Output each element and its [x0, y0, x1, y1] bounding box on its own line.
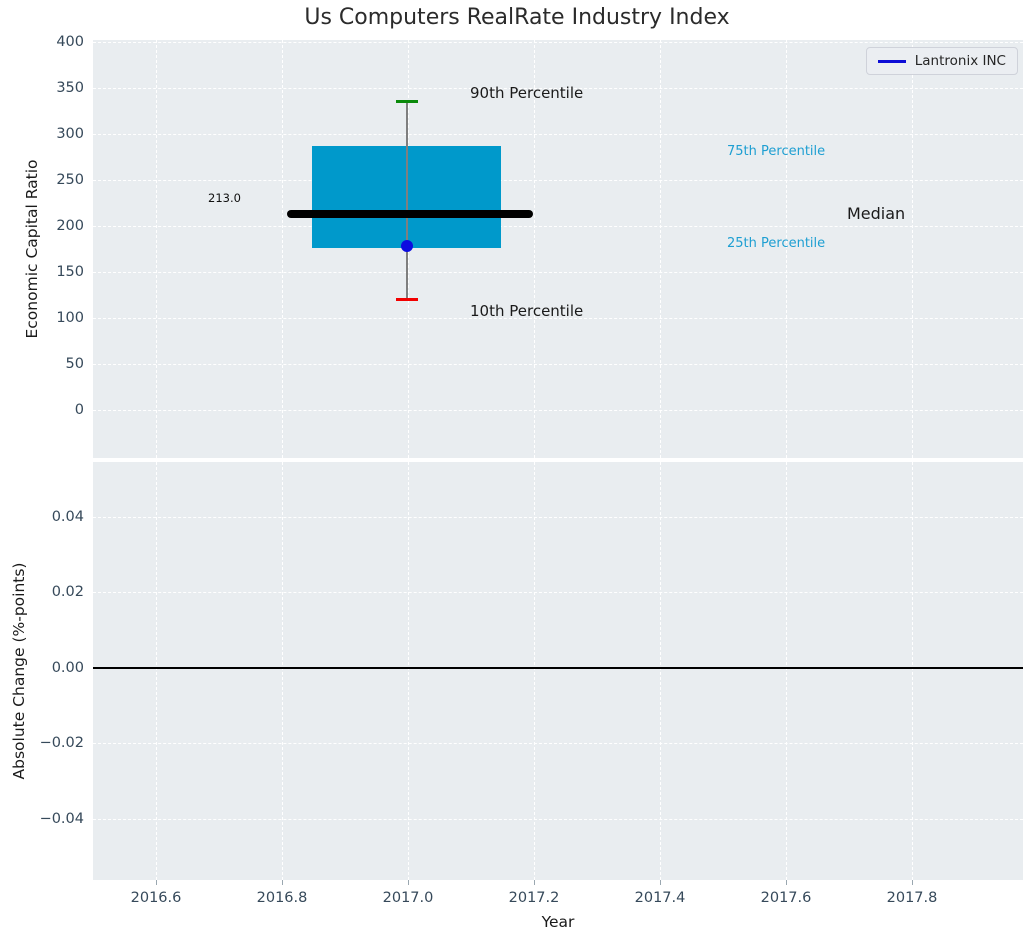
p10-label: 10th Percentile: [470, 302, 584, 320]
company-marker: [401, 240, 413, 252]
zero-change-line: [93, 667, 1023, 669]
ytick-top: 400: [56, 34, 84, 50]
gridline: [912, 40, 913, 458]
ytick-bottom: −0.02: [39, 735, 84, 751]
xtick-label: 2017.0: [382, 890, 434, 906]
gridline: [156, 40, 157, 458]
xtick-label: 2016.6: [130, 890, 182, 906]
gridline: [156, 462, 157, 880]
p90-cap: [396, 100, 418, 103]
p90-label: 90th Percentile: [470, 84, 584, 102]
ytick-top: 50: [65, 356, 84, 372]
gridline: [93, 226, 1023, 227]
legend-label: Lantronix INC: [914, 53, 1006, 69]
ytick-bottom: 0.00: [51, 660, 84, 676]
gridline: [93, 410, 1023, 411]
ytick-top: 300: [56, 126, 84, 142]
gridline: [93, 180, 1023, 181]
gridline: [93, 592, 1023, 593]
gridline: [93, 819, 1023, 820]
gridline: [912, 462, 913, 880]
gridline: [282, 40, 283, 458]
ytick-top: 100: [56, 310, 84, 326]
xtick-mark: [912, 880, 913, 885]
xtick-label: 2017.8: [886, 890, 938, 906]
gridline: [786, 462, 787, 880]
ytick-bottom: 0.02: [51, 584, 84, 600]
p10-cap: [396, 298, 418, 301]
xtick-label: 2016.8: [256, 890, 308, 906]
gridline: [93, 517, 1023, 518]
gridline: [93, 743, 1023, 744]
x-axis-label: Year: [541, 913, 575, 931]
xtick-label: 2017.4: [634, 890, 686, 906]
median-label: Median: [847, 204, 906, 223]
gridline: [660, 462, 661, 880]
xtick-mark: [786, 880, 787, 885]
gridline: [93, 134, 1023, 135]
gridline: [93, 272, 1023, 273]
xtick-mark: [534, 880, 535, 885]
xtick-mark: [660, 880, 661, 885]
gridline: [93, 364, 1023, 365]
xtick-mark: [156, 880, 157, 885]
gridline: [534, 462, 535, 880]
xtick-mark: [408, 880, 409, 885]
median-line: [287, 210, 533, 218]
ytick-top: 150: [56, 264, 84, 280]
xtick-label: 2017.2: [508, 890, 560, 906]
ytick-top: 350: [56, 80, 84, 96]
top-y-axis-label: Economic Capital Ratio: [23, 159, 41, 339]
xtick-mark: [282, 880, 283, 885]
chart-title: Us Computers RealRate Industry Index: [304, 5, 730, 30]
gridline: [93, 88, 1023, 89]
ytick-top: 200: [56, 218, 84, 234]
top-axes: 90th Percentile 10th Percentile 75th Per…: [93, 40, 1023, 458]
ytick-bottom: −0.04: [39, 811, 84, 827]
legend: Lantronix INC: [865, 47, 1018, 75]
gridline: [660, 40, 661, 458]
p25-label: 25th Percentile: [727, 236, 826, 251]
gridline: [93, 42, 1023, 43]
bottom-axes: [93, 462, 1023, 880]
gridline: [534, 40, 535, 458]
xtick-label: 2017.6: [760, 890, 812, 906]
ytick-top: 250: [56, 172, 84, 188]
p75-label: 75th Percentile: [727, 144, 826, 159]
whisker-line: [406, 102, 408, 300]
ytick-bottom: 0.04: [51, 509, 84, 525]
gridline: [786, 40, 787, 458]
median-value-label: 213.0: [208, 191, 241, 205]
gridline: [93, 318, 1023, 319]
gridline: [408, 462, 409, 880]
legend-line-sample: [877, 59, 906, 63]
bottom-y-axis-label: Absolute Change (%-points): [10, 562, 28, 780]
gridline: [282, 462, 283, 880]
ytick-top: 0: [74, 402, 84, 418]
